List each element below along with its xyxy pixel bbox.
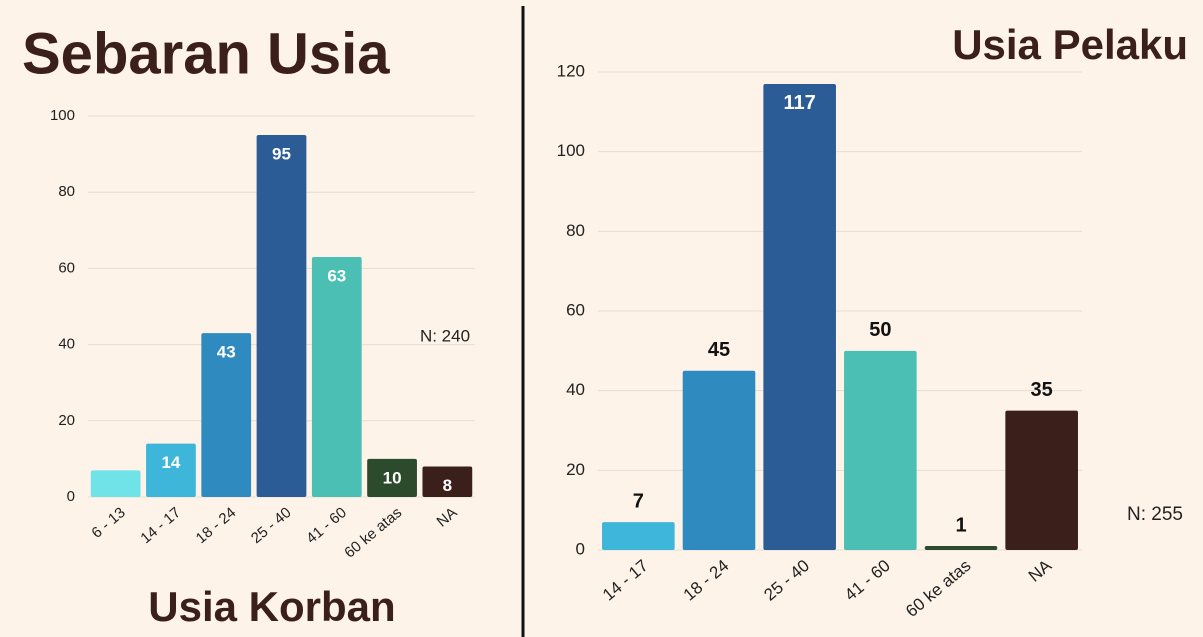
y-tick-label: 100: [50, 107, 75, 124]
y-tick-label: 120: [557, 61, 585, 80]
annotation: N: 240: [420, 326, 470, 345]
bar: [763, 83, 836, 550]
bar: [682, 370, 756, 550]
y-tick-label: 80: [58, 183, 75, 200]
data-label: 43: [217, 343, 236, 362]
data-label: 45: [708, 339, 730, 361]
chart-title: Usia Pelaku: [952, 21, 1188, 68]
bar: [844, 350, 917, 550]
bar: [201, 333, 252, 497]
bar: [146, 443, 196, 497]
bar: [924, 546, 998, 550]
data-label: 117: [784, 92, 816, 114]
chart-title: Sebaran Usia: [22, 21, 390, 86]
bar: [256, 135, 307, 498]
data-label: 35: [1031, 379, 1053, 401]
annotation: N: 255: [1127, 504, 1183, 525]
bar: [367, 458, 417, 497]
data-label: 14: [161, 453, 180, 472]
y-tick-label: 40: [58, 336, 75, 353]
y-tick-label: 40: [566, 380, 585, 399]
data-label: 10: [383, 468, 402, 487]
bar: [602, 522, 675, 550]
y-tick-label: 100: [557, 141, 585, 160]
y-tick-label: 0: [576, 539, 585, 558]
y-tick-label: 80: [566, 221, 585, 240]
y-tick-label: 0: [67, 488, 75, 505]
data-label: 50: [869, 319, 891, 341]
bar: [422, 466, 473, 497]
data-label: 7: [633, 490, 644, 512]
bar: [90, 470, 141, 497]
bar: [1005, 410, 1078, 550]
y-tick-label: 60: [58, 259, 75, 276]
y-tick-label: 20: [566, 460, 585, 479]
data-label: 95: [272, 145, 291, 164]
data-label: 1: [955, 514, 966, 536]
bar: [311, 256, 362, 497]
chart-subtitle: Usia Korban: [148, 583, 395, 630]
y-tick-label: 60: [566, 300, 585, 319]
data-label: 63: [327, 266, 346, 285]
y-tick-label: 20: [58, 412, 75, 429]
data-label: 8: [443, 476, 452, 495]
